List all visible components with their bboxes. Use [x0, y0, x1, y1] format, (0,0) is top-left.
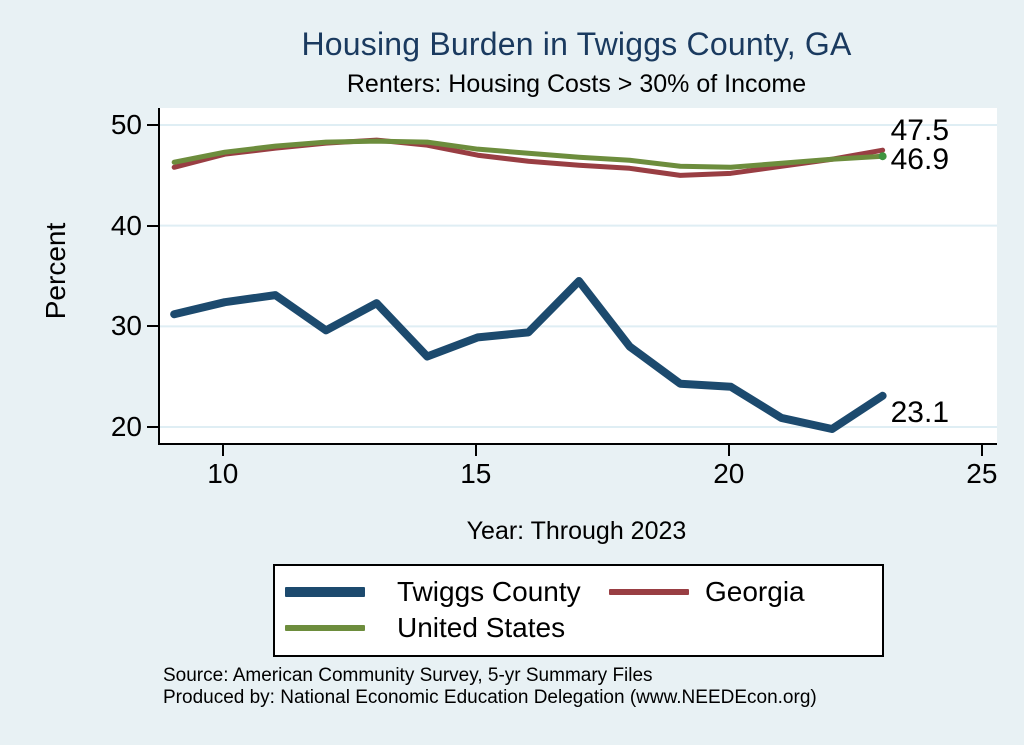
x-tick-label-10: 10	[207, 458, 239, 489]
y-tickmark-40	[147, 224, 158, 227]
x-tick-label-25: 25	[966, 458, 998, 489]
line-chart	[160, 124, 997, 434]
legend-box: Twiggs County Georgia United States	[273, 564, 884, 657]
chart-subtitle: Renters: Housing Costs > 30% of Income	[346, 70, 807, 98]
y-tick-label-30: 30	[110, 310, 142, 342]
x-tickmark-10	[221, 445, 224, 456]
end-value-label-twiggs-county: 23.1	[890, 395, 950, 429]
x-tick-label-20: 20	[713, 458, 745, 489]
x-tickmark-15	[474, 445, 477, 456]
legend-swatch-georgia	[609, 589, 689, 595]
y-tick-label-20: 20	[110, 410, 142, 442]
y-tickmark-30	[147, 325, 158, 328]
plot-area	[158, 108, 997, 445]
y-axis-title: Percent	[40, 222, 71, 320]
source-note: Source: American Community Survey, 5-yr …	[163, 665, 653, 686]
legend-label-united-states: United States	[397, 612, 566, 643]
end-value-label-georgia: 47.5	[890, 114, 950, 148]
y-tickmark-20	[147, 425, 158, 428]
chart-title: Housing Burden in Twiggs County, GA	[301, 26, 852, 62]
y-tick-label-40: 40	[110, 209, 142, 241]
legend-swatch-twiggs-county	[285, 587, 365, 597]
y-tickmark-50	[147, 124, 158, 126]
legend-grid: Twiggs County Georgia United States	[275, 566, 882, 652]
footer-notes: Source: American Community Survey, 5-yr …	[163, 665, 817, 709]
legend-swatch-united-states	[285, 625, 365, 631]
x-tickmark-25	[980, 445, 983, 456]
legend-label-twiggs-county: Twiggs County	[397, 576, 581, 607]
series-line-united-states	[171, 138, 886, 170]
x-tick-label-15: 15	[460, 458, 492, 489]
end-marker-dot	[878, 152, 887, 161]
x-axis-title: Year: Through 2023	[466, 517, 687, 545]
end-value-label-united-states: 46.9	[890, 143, 950, 177]
y-tick-label-50: 50	[110, 109, 142, 140]
produced-by-note: Produced by: National Economic Education…	[163, 687, 817, 708]
series-line-twiggs-county	[170, 277, 887, 434]
legend-label-georgia: Georgia	[705, 576, 805, 607]
x-tickmark-20	[727, 445, 730, 456]
